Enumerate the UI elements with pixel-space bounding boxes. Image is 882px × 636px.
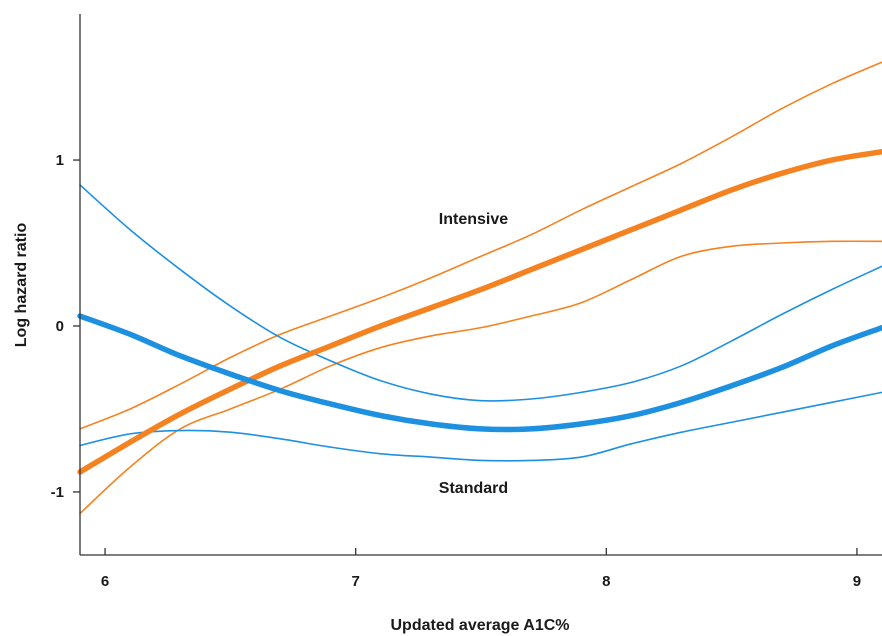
intensive-estimate-line xyxy=(77,148,882,475)
y-tick-label: 1 xyxy=(56,152,64,169)
y-tick-label: -1 xyxy=(51,484,64,501)
ticks-layer: 6 7 8 9 -1 0 1 xyxy=(51,152,861,590)
x-axis-title: Updated average A1C% xyxy=(390,617,569,634)
x-tick-label: 7 xyxy=(352,573,360,590)
series-layer xyxy=(77,61,882,515)
intensive-upper-line xyxy=(79,61,882,430)
x-tick-label: 8 xyxy=(602,573,610,590)
standard-estimate-line xyxy=(77,313,882,433)
annotation-intensive: Intensive xyxy=(439,211,508,228)
x-tick-label: 9 xyxy=(853,573,861,590)
annotation-standard: Standard xyxy=(439,480,508,497)
intensive-lower-line xyxy=(79,240,882,515)
axes-layer xyxy=(79,14,882,556)
standard-lower-line xyxy=(79,391,882,462)
labels-layer: Intensive Standard Updated average A1C% … xyxy=(13,211,570,634)
y-axis-title: Log hazard ratio xyxy=(13,223,30,348)
x-tick-label: 6 xyxy=(101,573,109,590)
standard-upper-line xyxy=(79,184,882,402)
y-tick-label: 0 xyxy=(56,318,64,335)
